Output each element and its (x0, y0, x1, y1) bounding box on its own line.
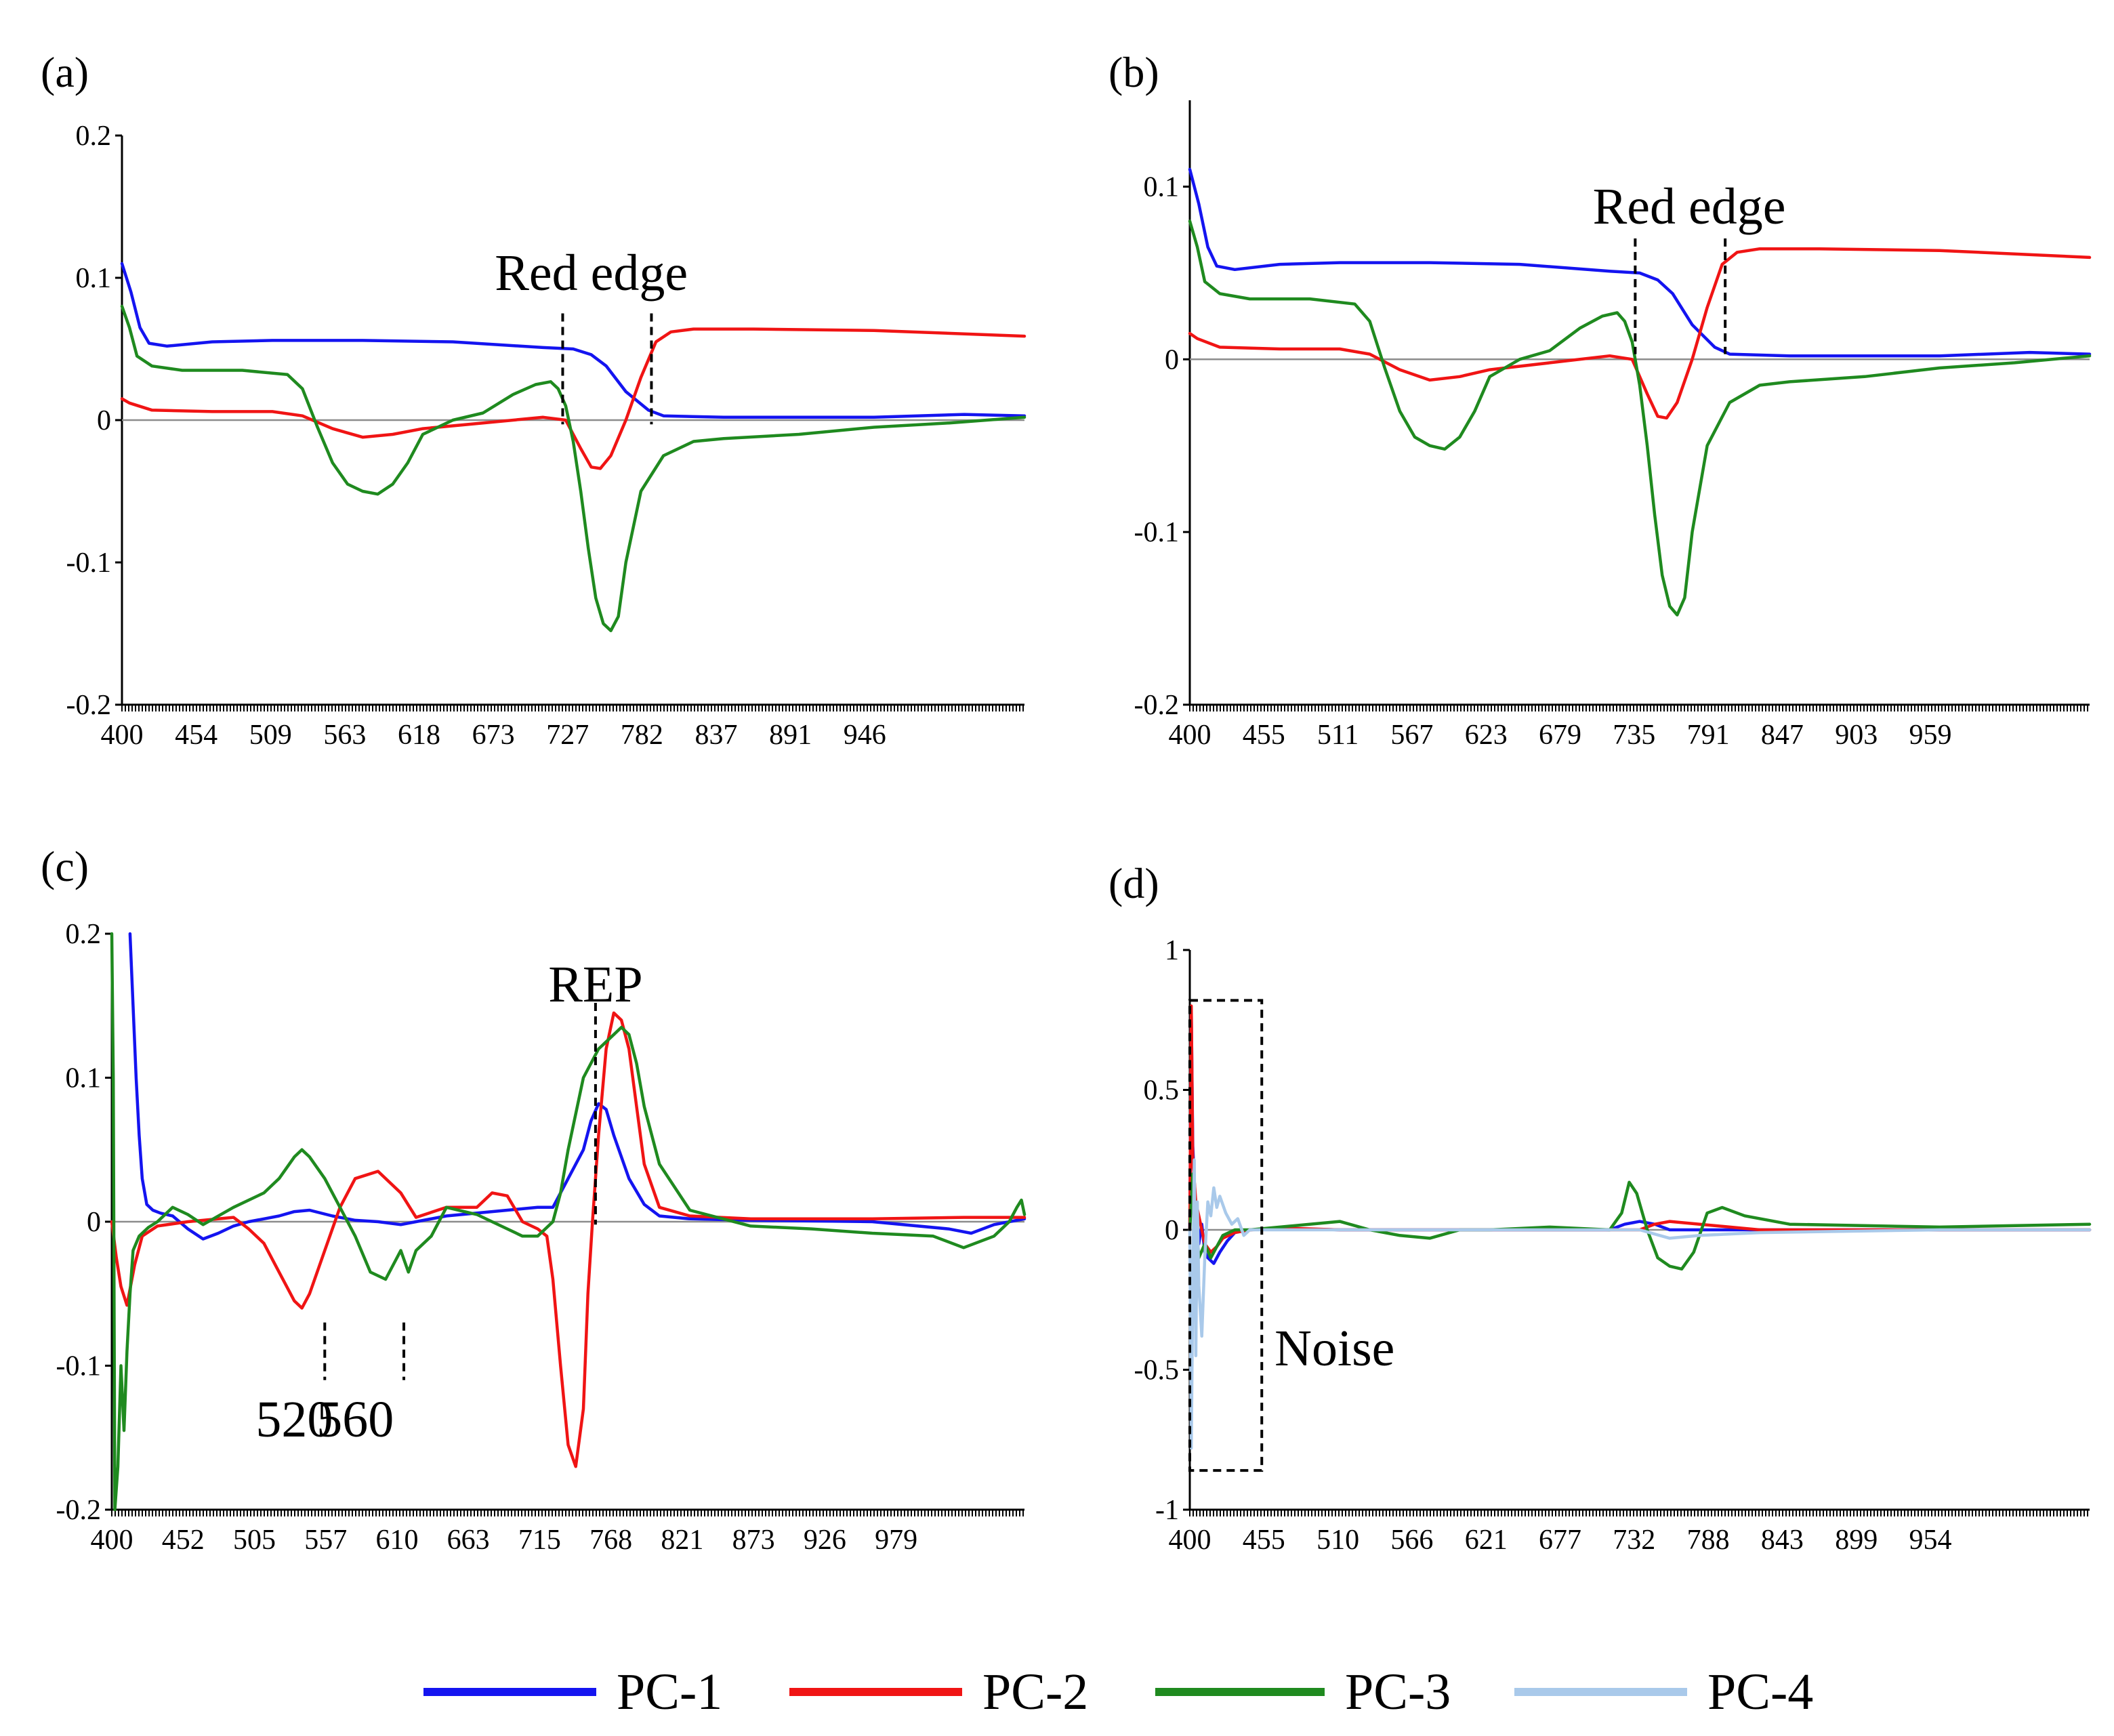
y-tick-label: -0.1 (1134, 517, 1180, 548)
x-minor-ticks (111, 1510, 1024, 1516)
series-pc-3 (120, 304, 1027, 633)
x-minor-ticks (1189, 705, 2088, 711)
x-tick-label: 847 (1761, 720, 1804, 751)
x-tick-label: 455 (1243, 1525, 1285, 1556)
series-pc-2 (120, 327, 1027, 470)
y-tick-label: -0.2 (56, 1495, 102, 1526)
y-tick-label: -0.5 (1134, 1355, 1180, 1386)
x-tick-label: 610 (375, 1525, 418, 1556)
x-tick-label: 959 (1909, 720, 1952, 751)
y-tick-label: -1 (1155, 1495, 1179, 1526)
annotation-520: 520 (255, 1391, 333, 1448)
x-minor-ticks (1189, 1510, 2088, 1516)
x-tick-label: 899 (1835, 1525, 1878, 1556)
legend-label-pc1: PC-1 (617, 1663, 722, 1720)
series-pc-1 (120, 262, 1027, 419)
x-tick-label: 400 (101, 720, 144, 751)
x-tick-label: 715 (518, 1525, 561, 1556)
x-tick-label: 623 (1465, 720, 1508, 751)
y-tick-label: -0.1 (66, 547, 112, 579)
x-tick-label: 837 (695, 720, 738, 751)
y-tick-label: 0 (97, 405, 111, 436)
series-pc-1 (128, 932, 1027, 1241)
x-tick-label: 510 (1317, 1525, 1359, 1556)
series-pc-2 (110, 1011, 1027, 1468)
y-tick-label: -0.2 (66, 690, 112, 721)
y-tick-label: 0 (1165, 344, 1179, 375)
y-tick-label: 0.5 (1144, 1075, 1180, 1107)
y-tick-label: 0.1 (1144, 171, 1180, 203)
y-tick-label: 0.2 (76, 121, 112, 152)
y-tick-label: 0 (1165, 1215, 1179, 1246)
panel-label: (c) (41, 842, 89, 890)
x-tick-label: 557 (304, 1525, 347, 1556)
series-pc-1 (1188, 167, 2092, 358)
x-tick-label: 903 (1835, 720, 1878, 751)
x-tick-label: 452 (162, 1525, 205, 1556)
x-tick-label: 979 (875, 1525, 917, 1556)
x-tick-label: 891 (769, 720, 812, 751)
x-tick-label: 821 (661, 1525, 703, 1556)
y-tick-label: 0.1 (76, 263, 112, 294)
series-pc-3 (1188, 220, 2092, 617)
x-tick-label: 505 (233, 1525, 276, 1556)
x-tick-label: 782 (621, 720, 663, 751)
annotation-noise: Noise (1274, 1320, 1394, 1377)
x-tick-label: 727 (546, 720, 589, 751)
panel-label: (a) (41, 48, 89, 96)
x-tick-label: 954 (1909, 1525, 1952, 1556)
legend-label-pc4: PC-4 (1707, 1663, 1813, 1720)
x-tick-label: 455 (1243, 720, 1285, 751)
x-tick-label: 673 (472, 720, 515, 751)
x-tick-label: 926 (804, 1525, 846, 1556)
series-pc-4 (1188, 1158, 2092, 1450)
y-tick-label: 0.1 (66, 1063, 102, 1094)
x-tick-label: 567 (1390, 720, 1433, 751)
series-pc-2 (1188, 247, 2092, 420)
x-tick-label: 563 (323, 720, 366, 751)
x-tick-label: 618 (398, 720, 440, 751)
x-tick-label: 400 (91, 1525, 133, 1556)
x-tick-label: 843 (1761, 1525, 1804, 1556)
x-tick-label: 400 (1169, 1525, 1211, 1556)
x-tick-label: 768 (589, 1525, 632, 1556)
x-tick-label: 946 (844, 720, 886, 751)
x-tick-label: 400 (1169, 720, 1211, 751)
x-minor-ticks (121, 705, 1024, 711)
legend-label-pc3: PC-3 (1345, 1663, 1451, 1720)
series-pc-2 (1188, 1004, 2092, 1254)
x-tick-label: 677 (1539, 1525, 1581, 1556)
annotation-rep: REP (548, 956, 642, 1013)
y-tick-label: -0.2 (1134, 690, 1180, 721)
legend-label-pc2: PC-2 (982, 1663, 1088, 1720)
annotation-red-edge: Red edge (1593, 178, 1786, 235)
y-tick-label: 1 (1165, 935, 1179, 966)
y-tick-label: -0.1 (56, 1351, 102, 1382)
x-tick-label: 566 (1390, 1525, 1433, 1556)
x-tick-label: 788 (1687, 1525, 1730, 1556)
panel-label: (d) (1108, 859, 1159, 907)
panel-label: (b) (1108, 48, 1159, 96)
x-tick-label: 454 (175, 720, 217, 751)
x-tick-label: 679 (1539, 720, 1581, 751)
x-tick-label: 791 (1687, 720, 1730, 751)
x-tick-label: 509 (249, 720, 292, 751)
x-tick-label: 732 (1613, 1525, 1655, 1556)
x-tick-label: 511 (1317, 720, 1359, 751)
x-tick-label: 735 (1613, 720, 1655, 751)
x-tick-label: 621 (1465, 1525, 1508, 1556)
legend: PC-1 PC-2 PC-3 PC-4 (423, 1663, 1813, 1720)
y-tick-label: 0 (87, 1207, 101, 1238)
series-pc-3 (110, 932, 1027, 1512)
annotation-red-edge: Red edge (495, 245, 688, 302)
annotation-560: 560 (316, 1391, 394, 1448)
x-tick-label: 873 (732, 1525, 775, 1556)
x-tick-label: 663 (447, 1525, 490, 1556)
y-tick-label: 0.2 (66, 919, 102, 950)
